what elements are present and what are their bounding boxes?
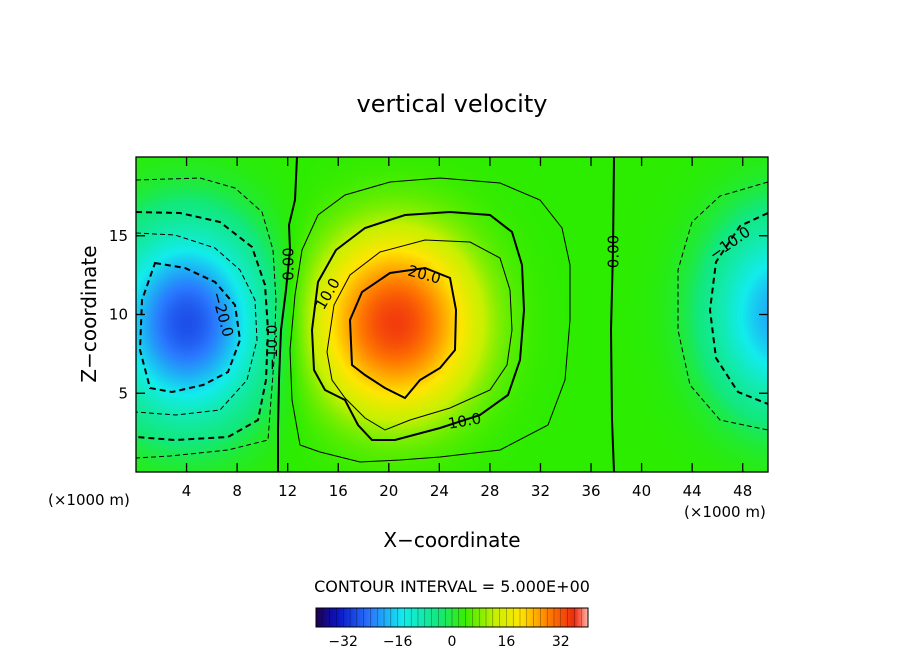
pos-contour-20 (348, 266, 458, 400)
y-unit-label: (×1000 m) (48, 491, 130, 509)
x-tick-label: 48 (733, 482, 752, 500)
colorbar-tick-label: 16 (497, 634, 515, 650)
x-tick-label: 24 (430, 482, 449, 500)
contour-label: −10.0 (263, 325, 281, 371)
x-axis-label: X−coordinate (383, 528, 520, 552)
zero-contour-right (609, 157, 615, 472)
x-unit-label: (×1000 m) (684, 503, 766, 521)
chart-title: vertical velocity (357, 90, 548, 118)
pos-contour-5 (289, 177, 571, 463)
colorbar-tick-label: −32 (328, 634, 358, 650)
x-tick-label: 8 (232, 482, 242, 500)
x-tick-label: 4 (182, 482, 192, 500)
neg-contour-left-outer (136, 177, 277, 459)
y-tick-label: 10 (109, 306, 128, 324)
neg-contour-right-10 (708, 212, 768, 405)
x-tick-label: 12 (278, 482, 297, 500)
x-tick-label: 20 (379, 482, 398, 500)
pos-contour-10 (310, 210, 526, 441)
velocity-heatmap (136, 157, 768, 472)
neg-contour-left-10 (136, 211, 270, 442)
contour-label: 10.0 (447, 409, 483, 433)
x-tick-label: 36 (581, 482, 600, 500)
colorbar-tick-label: 32 (552, 634, 570, 650)
neg-contour-left-15 (136, 232, 258, 416)
colorbar-tick-label: −16 (383, 634, 413, 650)
y-tick-label: 5 (118, 384, 128, 402)
x-tick-label: 32 (531, 482, 550, 500)
x-tick-label: 40 (632, 482, 651, 500)
x-tick-label: 44 (683, 482, 702, 500)
y-tick-label: 15 (109, 227, 128, 245)
colorbar-tick-label: 0 (448, 634, 457, 650)
colorbar-ticks: −32 −16 0 16 32 (315, 608, 589, 650)
contour-lines (136, 157, 768, 472)
x-tick-label: 16 (329, 482, 348, 500)
contour-label: 0.00 (279, 247, 297, 280)
pos-contour-15 (326, 239, 513, 431)
y-axis-label: Z−coordinate (77, 245, 101, 382)
zero-contour-left (277, 157, 298, 472)
neg-contour-left-20 (138, 261, 242, 394)
x-tick-label: 28 (480, 482, 499, 500)
y-axis: 5 10 15 (109, 227, 768, 402)
x-axis: 4 8 12 16 20 24 28 32 36 40 44 48 (182, 157, 752, 500)
neg-contour-right-outer (677, 181, 768, 431)
contour-label: 0.00 (604, 235, 622, 268)
contour-interval-text: CONTOUR INTERVAL = 5.000E+00 (314, 577, 590, 596)
